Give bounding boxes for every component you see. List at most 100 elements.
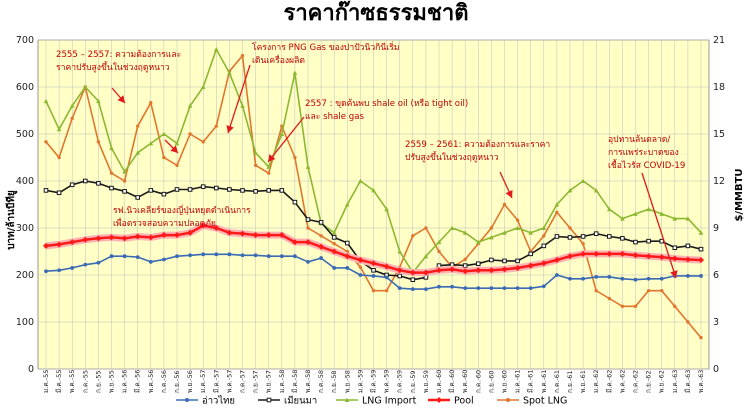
- data-point: [227, 187, 232, 192]
- data-point: [187, 187, 193, 192]
- data-point: [384, 275, 389, 280]
- data-point: [83, 262, 88, 267]
- data-point: [253, 150, 258, 155]
- data-point: [659, 211, 664, 216]
- data-point: [567, 188, 573, 193]
- x-tick-label: ก.ค.-59: [396, 370, 404, 393]
- data-point: [658, 254, 665, 261]
- y-axis-right: 0 3 6 9 12 15 18 21: [713, 35, 725, 375]
- data-point: [660, 288, 664, 293]
- data-point: [476, 286, 481, 291]
- data-point: [56, 126, 62, 132]
- x-tick-label: มี.ค.-57: [212, 370, 220, 393]
- y-axis-left: 0 100 200 300 400 500 600 700: [16, 35, 34, 375]
- legend-marker: [506, 398, 510, 402]
- data-point: [96, 260, 101, 265]
- data-point: [96, 140, 101, 144]
- x-tick-label: ก.ย.-59: [409, 371, 417, 394]
- data-point: [174, 232, 180, 239]
- data-point: [305, 217, 311, 222]
- data-point: [200, 84, 206, 89]
- x-tick-label: ก.ค.-62: [632, 370, 640, 393]
- data-point: [633, 277, 638, 282]
- data-point: [686, 274, 690, 278]
- data-point: [240, 103, 245, 108]
- legend-label: Pool: [454, 396, 474, 407]
- data-point: [462, 263, 468, 268]
- y-tick-label-left: 500: [16, 129, 34, 140]
- data-point: [528, 251, 534, 257]
- x-tick-label: พ.ย.-61: [579, 370, 587, 393]
- data-point: [397, 249, 402, 254]
- data-point: [135, 150, 140, 155]
- data-point: [671, 255, 678, 262]
- data-point: [214, 185, 219, 191]
- data-point: [135, 195, 140, 200]
- annotation-arrows: [111, 64, 678, 279]
- series-3: [43, 222, 704, 277]
- legend-marker: [436, 397, 442, 403]
- y-tick-label-left: 400: [16, 176, 34, 187]
- data-point: [568, 226, 572, 230]
- data-point: [540, 260, 547, 267]
- data-point: [122, 254, 127, 259]
- data-point: [619, 250, 626, 257]
- data-point: [96, 98, 101, 104]
- data-point: [672, 216, 678, 221]
- annotation-shale: 2557 : ขุดค้นพบ shale oil (หรือ tight oi…: [305, 98, 468, 109]
- data-point: [227, 252, 232, 257]
- data-point: [306, 259, 310, 264]
- data-point: [345, 266, 350, 270]
- data-point: [43, 242, 49, 249]
- data-point: [645, 253, 652, 260]
- data-point: [515, 225, 520, 230]
- x-tick-label: ก.ย.-55: [94, 371, 102, 394]
- data-point: [188, 132, 192, 136]
- data-point: [567, 253, 573, 260]
- data-point: [593, 188, 599, 193]
- annotation-arrowhead: [226, 125, 234, 133]
- data-point: [515, 218, 520, 222]
- data-point: [122, 189, 127, 194]
- data-point: [83, 84, 88, 89]
- data-point: [135, 255, 140, 260]
- data-point: [699, 335, 703, 340]
- data-point: [56, 190, 62, 196]
- y-axis-right-label: $/MMBTU: [734, 168, 745, 221]
- data-point: [134, 233, 141, 240]
- data-point: [332, 266, 337, 270]
- data-point: [646, 288, 651, 293]
- data-point: [581, 276, 585, 281]
- data-point: [463, 257, 467, 262]
- gridlines: [38, 39, 709, 370]
- x-tick-label: พ.ย.-58: [343, 370, 351, 393]
- x-tick-label: ก.ค.-60: [474, 370, 482, 393]
- data-point: [56, 241, 63, 248]
- data-point: [357, 256, 364, 263]
- x-tick-label: พ.ค.-60: [461, 370, 469, 393]
- data-point: [581, 241, 585, 246]
- data-point: [70, 116, 74, 121]
- y-tick-label-right: 21: [713, 35, 725, 46]
- data-point: [633, 211, 638, 216]
- data-point: [122, 179, 127, 183]
- data-point: [686, 320, 690, 324]
- data-point: [162, 155, 166, 160]
- data-point: [685, 243, 691, 249]
- x-tick-label: ม.ค.-61: [514, 370, 522, 393]
- data-point: [633, 239, 638, 245]
- data-point: [672, 245, 678, 251]
- data-point: [240, 188, 245, 193]
- data-point: [502, 258, 507, 264]
- data-point: [319, 234, 323, 238]
- data-point: [410, 287, 415, 291]
- data-point: [371, 188, 376, 193]
- annotation-arrowhead: [670, 270, 678, 278]
- x-tick-label: พ.ย.-55: [108, 370, 116, 393]
- data-point: [69, 239, 76, 246]
- data-point: [370, 260, 377, 267]
- data-point: [384, 288, 389, 293]
- data-point: [463, 286, 468, 291]
- data-point: [699, 274, 703, 278]
- data-point: [201, 140, 205, 144]
